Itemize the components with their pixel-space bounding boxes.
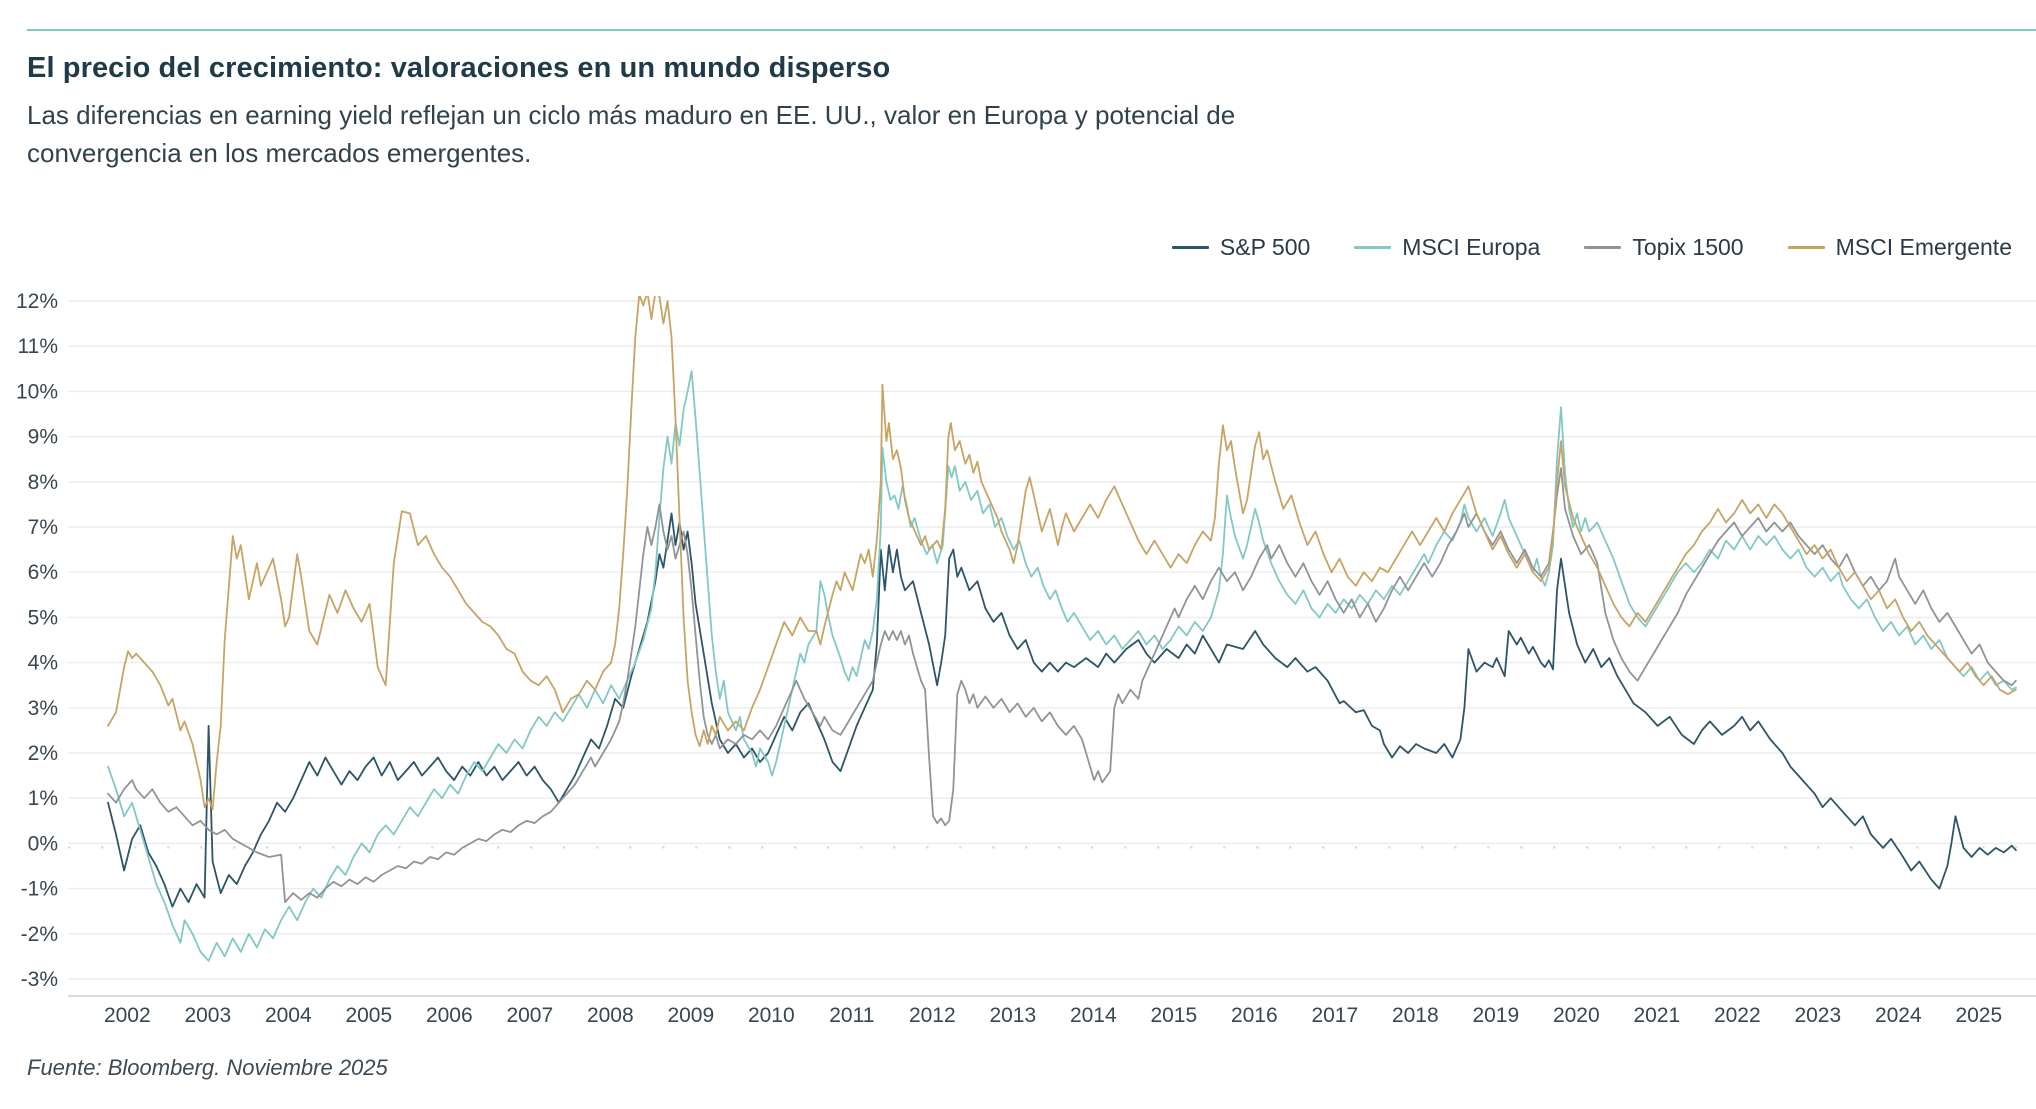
legend-item-emergente: MSCI Emergente bbox=[1787, 234, 2012, 261]
legend-label-sp500: S&P 500 bbox=[1219, 234, 1311, 260]
x-axis-label-2019: 2019 bbox=[1472, 1004, 1519, 1027]
legend-item-europa: MSCI Europa bbox=[1354, 234, 1540, 261]
x-axis-label-2013: 2013 bbox=[989, 1004, 1036, 1027]
x-axis-label-2017: 2017 bbox=[1311, 1004, 1358, 1027]
y-axis-label-7%: 7% bbox=[28, 516, 58, 539]
y-axis-label-3%: 3% bbox=[28, 697, 58, 720]
x-axis-label-2023: 2023 bbox=[1794, 1004, 1841, 1027]
y-axis-label-1%: 1% bbox=[28, 787, 58, 810]
page-subtitle-line2: convergencia en los mercados emergentes. bbox=[27, 138, 532, 168]
y-axis-label-6%: 6% bbox=[28, 561, 58, 584]
x-axis-label-2005: 2005 bbox=[345, 1004, 392, 1027]
x-axis-label-2008: 2008 bbox=[587, 1004, 634, 1027]
legend-item-topix: Topix 1500 bbox=[1584, 234, 1744, 261]
legend-label-europa: MSCI Europa bbox=[1402, 234, 1541, 260]
y-axis-label-8%: 8% bbox=[28, 471, 58, 494]
series-line-topix bbox=[107, 467, 2017, 904]
y-axis-label--2%: -2% bbox=[21, 923, 58, 946]
page-subtitle-line1: Las diferencias en earning yield refleja… bbox=[27, 100, 1236, 130]
y-axis-label-0%: 0% bbox=[28, 832, 58, 855]
series-line-emergente bbox=[107, 296, 2017, 811]
y-axis-label-5%: 5% bbox=[28, 606, 58, 629]
europa-line-swatch-icon bbox=[1354, 246, 1392, 249]
legend-label-topix: Topix 1500 bbox=[1632, 234, 1744, 260]
x-axis-label-2015: 2015 bbox=[1150, 1004, 1197, 1027]
x-axis-label-2006: 2006 bbox=[426, 1004, 473, 1027]
x-axis-label-2020: 2020 bbox=[1553, 1004, 1600, 1027]
emergente-line-swatch-icon bbox=[1787, 246, 1825, 249]
x-axis-label-2024: 2024 bbox=[1875, 1004, 1922, 1027]
page-subtitle: Las diferencias en earning yield refleja… bbox=[27, 96, 1235, 172]
y-axis-label-9%: 9% bbox=[28, 426, 58, 449]
x-axis-label-2022: 2022 bbox=[1714, 1004, 1761, 1027]
x-axis-label-2004: 2004 bbox=[265, 1004, 312, 1027]
x-axis-label-2010: 2010 bbox=[748, 1004, 795, 1027]
y-axis-label--1%: -1% bbox=[21, 878, 58, 901]
y-axis-label-10%: 10% bbox=[16, 380, 58, 403]
accent-rule bbox=[27, 29, 2036, 31]
x-axis-label-2016: 2016 bbox=[1231, 1004, 1278, 1027]
series-line-europa bbox=[107, 370, 2017, 962]
y-axis-label-11%: 11% bbox=[18, 335, 58, 358]
topix-line-swatch-icon bbox=[1584, 246, 1622, 249]
x-axis-label-2003: 2003 bbox=[184, 1004, 231, 1027]
y-axis-label-12%: 12% bbox=[16, 290, 58, 313]
sp500-line-swatch-icon bbox=[1171, 246, 1209, 249]
y-axis-label-4%: 4% bbox=[28, 652, 58, 675]
x-axis-label-2021: 2021 bbox=[1633, 1004, 1680, 1027]
x-axis-label-2011: 2011 bbox=[829, 1004, 874, 1027]
chart-legend: S&P 500 MSCI Europa Topix 1500 MSCI Emer… bbox=[1171, 234, 2012, 261]
x-axis-label-2007: 2007 bbox=[506, 1004, 553, 1027]
y-axis-label--3%: -3% bbox=[21, 968, 58, 991]
x-axis-label-2014: 2014 bbox=[1070, 1004, 1117, 1027]
legend-item-sp500: S&P 500 bbox=[1171, 234, 1311, 261]
x-axis-label-2012: 2012 bbox=[909, 1004, 956, 1027]
x-axis-label-2002: 2002 bbox=[104, 1004, 151, 1027]
page-title: El precio del crecimiento: valoraciones … bbox=[27, 52, 891, 84]
source-note: Fuente: Bloomberg. Noviembre 2025 bbox=[27, 1055, 388, 1080]
x-axis-label-2018: 2018 bbox=[1392, 1004, 1439, 1027]
series-line-sp500 bbox=[107, 512, 2017, 908]
y-axis-label-2%: 2% bbox=[28, 742, 58, 765]
series-group bbox=[107, 296, 2017, 962]
legend-label-emergente: MSCI Emergente bbox=[1835, 234, 2012, 260]
x-axis-label-2009: 2009 bbox=[667, 1004, 714, 1027]
x-axis-label-2025: 2025 bbox=[1955, 1004, 2002, 1027]
